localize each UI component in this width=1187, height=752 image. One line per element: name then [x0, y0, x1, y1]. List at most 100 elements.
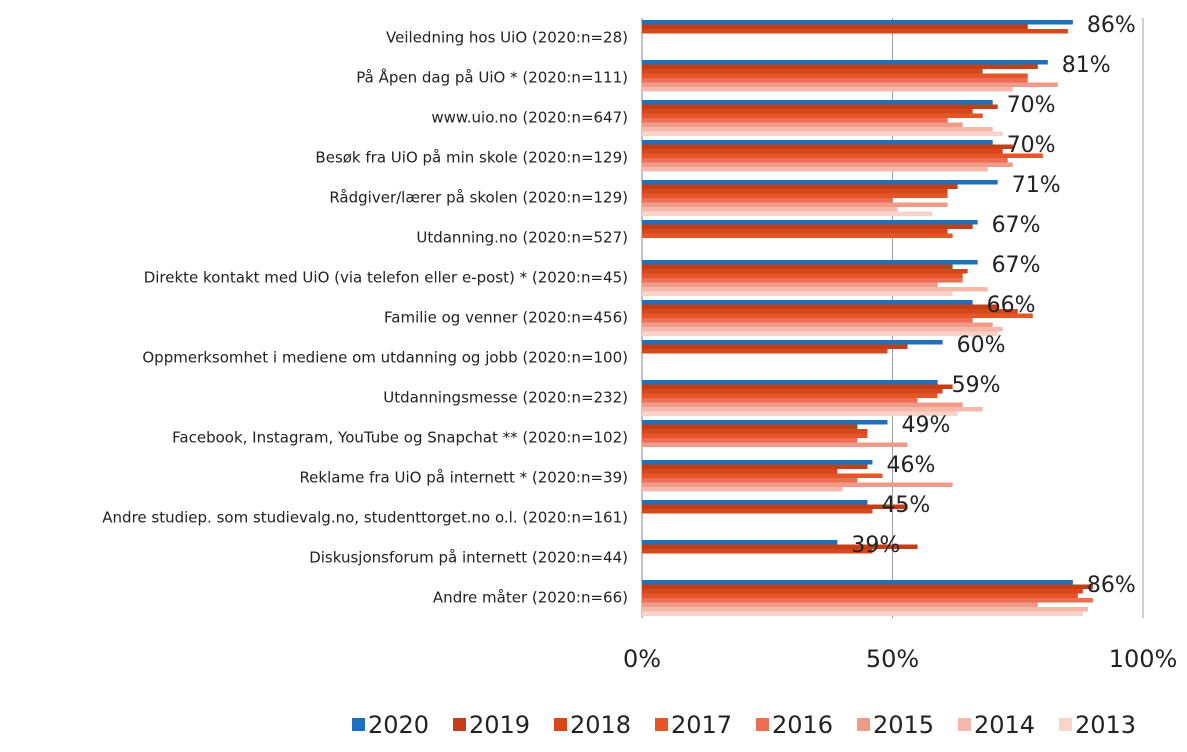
bar: [642, 131, 1003, 136]
bar: [642, 313, 1033, 318]
bar: [642, 29, 1068, 34]
bar: [642, 202, 948, 207]
category-label: Oppmerksomhet i mediene om utdanning og …: [142, 349, 628, 367]
bar: [642, 291, 953, 296]
legend-label: 2020: [368, 711, 429, 739]
legend-label: 2013: [1075, 711, 1136, 739]
category-label: Andre studiep. som studievalg.no, studen…: [102, 509, 628, 527]
bar: [642, 60, 1048, 65]
bar: [642, 349, 888, 354]
bar: [642, 602, 1038, 607]
bar: [642, 82, 1058, 87]
legend-swatch: [958, 718, 971, 731]
bar: [642, 184, 958, 189]
category-label: Besøk fra UiO på min skole (2020:n=129): [315, 149, 628, 167]
bar: [642, 380, 938, 385]
bar: [642, 64, 1038, 69]
bar: [642, 211, 933, 216]
bar: [642, 127, 993, 132]
x-tick-label: 50%: [866, 645, 919, 673]
data-label: 46%: [886, 453, 935, 478]
bar: [642, 193, 948, 198]
bar: [642, 398, 918, 403]
bar: [642, 113, 983, 118]
category-label: Diskusjonsforum på internett (2020:n=44): [309, 549, 628, 567]
bar: [642, 167, 988, 172]
bar: [642, 340, 943, 345]
bar: [642, 504, 908, 509]
category-label: www.uio.no (2020:n=647): [431, 109, 628, 127]
data-label: 49%: [901, 413, 950, 438]
bar: [642, 104, 998, 109]
bar: [642, 229, 948, 234]
data-label: 45%: [881, 493, 930, 518]
data-label: 67%: [992, 253, 1041, 278]
category-label: Veiledning hos UiO (2020:n=28): [386, 29, 628, 47]
bar: [642, 389, 943, 394]
bar: [642, 509, 873, 514]
bar: [642, 473, 883, 478]
bar: [642, 180, 998, 185]
bar: [642, 207, 898, 212]
bar: [642, 593, 1078, 598]
data-label: 71%: [1012, 173, 1061, 198]
bar: [642, 460, 873, 465]
data-label: 59%: [952, 373, 1001, 398]
bar: [642, 393, 938, 398]
data-label: 67%: [992, 213, 1041, 238]
data-label: 86%: [1087, 13, 1136, 38]
bar: [642, 402, 963, 407]
bar: [642, 153, 1043, 158]
bar: [642, 109, 973, 114]
bar: [642, 318, 973, 323]
bar: [642, 100, 993, 105]
legend-swatch: [453, 718, 466, 731]
legend-swatch: [554, 718, 567, 731]
bar: [642, 607, 1088, 612]
data-label: 60%: [957, 333, 1006, 358]
bar: [642, 233, 953, 238]
legend-label: 2018: [570, 711, 631, 739]
bar: [642, 78, 1028, 83]
legend-swatch: [352, 718, 365, 731]
data-label: 70%: [1007, 93, 1056, 118]
bar: [642, 162, 1013, 167]
data-label: 39%: [851, 533, 900, 558]
legend-label: 2019: [469, 711, 530, 739]
x-tick-label: 0%: [623, 645, 661, 673]
bar: [642, 87, 1013, 92]
bar: [642, 149, 1003, 154]
bar: [642, 220, 978, 225]
legend-swatch: [756, 718, 769, 731]
bar: [642, 544, 918, 549]
bar: [642, 429, 868, 434]
legend-label: 2014: [974, 711, 1035, 739]
bar: [642, 158, 1008, 163]
bar: [642, 331, 998, 336]
bar: [642, 322, 993, 327]
bar: [642, 580, 1073, 585]
category-label: Familie og venner (2020:n=456): [384, 309, 628, 327]
bar: [642, 224, 973, 229]
bar: [642, 478, 858, 483]
bar: [642, 438, 858, 443]
bar: [642, 273, 963, 278]
legend-label: 2015: [873, 711, 934, 739]
category-label: Direkte kontakt med UiO (via telefon ell…: [144, 269, 628, 287]
data-label: 86%: [1087, 573, 1136, 598]
bar: [642, 424, 858, 429]
bar: [642, 482, 953, 487]
category-label: På Åpen dag på UiO * (2020:n=111): [356, 68, 628, 87]
category-label: Utdanning.no (2020:n=527): [416, 229, 628, 247]
bar: [642, 500, 868, 505]
bar: [642, 282, 938, 287]
bar: [642, 300, 973, 305]
bar: [642, 407, 983, 412]
category-label: Utdanningsmesse (2020:n=232): [383, 389, 628, 407]
bar: [642, 264, 953, 269]
bar: [642, 260, 978, 265]
bar: [642, 122, 963, 127]
bar: [642, 549, 873, 554]
bar: [642, 598, 1093, 603]
legend-label: 2017: [671, 711, 732, 739]
